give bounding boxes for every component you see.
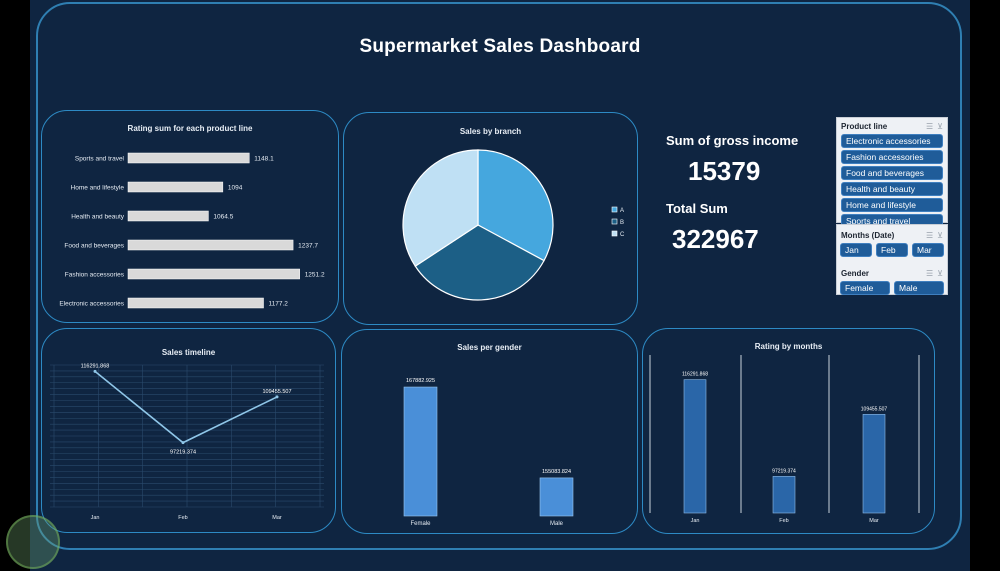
category-label-home-and-lifestyle: Home and lifestyle (71, 185, 125, 192)
legend-label-a: A (620, 208, 624, 214)
watermark-logo (6, 515, 60, 569)
legend-swatch-c (611, 230, 618, 237)
clear-filter-icon[interactable]: ⊻ (937, 230, 943, 240)
x-tick-mar: Mar (272, 515, 282, 521)
x-tick-jan: Jan (691, 518, 700, 524)
slicer-item-food-and-beverages[interactable]: Food and beverages (841, 166, 943, 180)
data-label-sports-and-travel: 1148.1 (254, 156, 274, 163)
months-chart-title: Rating by months (754, 342, 823, 351)
gender-chart-title: Sales per gender (457, 343, 522, 352)
bar-fashion-accessories (127, 268, 300, 280)
data-point-mar (275, 395, 279, 399)
data-label-jan: 116291.868 (81, 363, 110, 369)
x-tick-feb: Feb (178, 515, 187, 521)
total-sum-value: 322967 (672, 224, 759, 254)
data-point-jan (93, 369, 97, 373)
category-label-electronic-accessories: Electronic accessories (59, 301, 124, 308)
branch-chart: ABC (402, 149, 625, 301)
total-sum-label: Total Sum (666, 201, 728, 216)
product-line-slicer: Product line ☰ ⊻ Electronic accessories … (836, 117, 948, 228)
data-label-male: 155083.824 (542, 469, 571, 475)
multi-select-icon[interactable]: ☰ (925, 230, 934, 240)
dashboard-title: Supermarket Sales Dashboard (359, 36, 641, 57)
bar-health-and-beauty (127, 210, 209, 222)
gender-chart-panel: Sales per gender 167882.925 Female 155083.… (341, 329, 638, 534)
legend-label-c: C (620, 232, 625, 238)
slicer-item-mar[interactable]: Mar (912, 243, 944, 257)
bar-female (403, 386, 438, 517)
x-tick-jan: Jan (91, 515, 100, 521)
data-label-mar: 109455.507 (861, 406, 888, 412)
slicer-item-jan[interactable]: Jan (840, 243, 872, 257)
gender-chart: 167882.925 Female 155083.824 Male (403, 378, 574, 527)
slicer-item-home-and-lifestyle[interactable]: Home and lifestyle (841, 198, 943, 212)
slicer-item-male[interactable]: Male (894, 281, 944, 295)
timeline-chart-title: Sales timeline (161, 348, 216, 357)
legend-swatch-a (611, 206, 618, 213)
gross-income-value: 15379 (688, 156, 761, 186)
timeline-chart-panel: Sales timeline 116291.868 Jan 97219.374 Feb… (41, 328, 336, 533)
slicer-item-feb[interactable]: Feb (876, 243, 908, 257)
data-label-home-and-lifestyle: 1094 (228, 185, 243, 192)
months-gender-slicer: Months (Date) ☰ ⊻ Jan Feb Mar Gender ☰ ⊻… (836, 224, 948, 295)
rating-chart-title: Rating sum for each product line (127, 124, 253, 133)
bar-electronic-accessories (127, 297, 264, 309)
clear-filter-icon[interactable]: ⊻ (937, 121, 943, 131)
data-point-feb (181, 441, 185, 445)
data-label-mar: 109455.507 (262, 389, 291, 395)
gender-slicer-title: Gender (841, 268, 870, 278)
legend-swatch-b (611, 218, 618, 225)
data-label-feb: 97219.374 (772, 468, 796, 474)
months-slicer-title: Months (Date) (841, 230, 895, 240)
bar-home-and-lifestyle (127, 181, 224, 193)
data-label-health-and-beauty: 1064.5 (213, 214, 233, 221)
pie-slice-b (414, 224, 545, 301)
slicer-item-electronic-accessories[interactable]: Electronic accessories (841, 134, 943, 148)
product-line-slicer-title: Product line (841, 121, 888, 131)
rating-chart: Sports and travel 1148.1 Home and lifestyl… (59, 152, 325, 309)
category-label-food-and-beverages: Food and beverages (64, 243, 124, 250)
data-label-electronic-accessories: 1177.2 (269, 301, 289, 308)
data-label-feb: 97219.374 (170, 450, 196, 456)
months-chart-panel: Rating by months 116291.868 Jan 97219.374 F… (642, 328, 935, 534)
gross-income-label: Sum of gross income (666, 133, 799, 148)
data-label-female: 167882.925 (406, 378, 435, 384)
bar-male (539, 477, 574, 517)
bar-feb (772, 476, 796, 514)
x-tick-male: Male (550, 521, 564, 527)
category-label-sports-and-travel: Sports and travel (75, 156, 125, 163)
category-label-health-and-beauty: Health and beauty (71, 214, 125, 221)
data-label-jan: 116291.868 (682, 372, 708, 378)
bar-sports-and-travel (127, 152, 250, 164)
branch-chart-title: Sales by branch (459, 127, 522, 136)
x-tick-mar: Mar (869, 518, 879, 524)
x-tick-female: Female (410, 521, 431, 527)
bar-food-and-beverages (127, 239, 294, 251)
series-line-sales (94, 370, 278, 444)
multi-select-icon[interactable]: ☰ (925, 268, 934, 278)
rating-chart-panel: Rating sum for each product line Sports … (41, 110, 339, 323)
bar-jan (683, 379, 707, 514)
category-label-fashion-accessories: Fashion accessories (65, 272, 125, 279)
timeline-chart: 116291.868 Jan 97219.374 Feb 109455.507 Mar (50, 363, 324, 521)
x-tick-feb: Feb (779, 518, 788, 524)
pie-slice-a (477, 149, 554, 262)
months-chart: 116291.868 Jan 97219.374 Feb 109455.507 Mar (649, 355, 920, 524)
pie-slice-c (402, 149, 479, 267)
slicer-item-female[interactable]: Female (840, 281, 890, 295)
data-label-food-and-beverages: 1237.7 (298, 243, 318, 250)
slicer-item-fashion-accessories[interactable]: Fashion accessories (841, 150, 943, 164)
legend-label-b: B (620, 220, 624, 226)
data-label-fashion-accessories: 1251.2 (305, 272, 325, 279)
bar-mar (862, 414, 886, 514)
slicer-item-health-and-beauty[interactable]: Health and beauty (841, 182, 943, 196)
clear-filter-icon[interactable]: ⊻ (937, 268, 943, 278)
multi-select-icon[interactable]: ☰ (925, 121, 934, 131)
dashboard-frame (36, 2, 962, 550)
